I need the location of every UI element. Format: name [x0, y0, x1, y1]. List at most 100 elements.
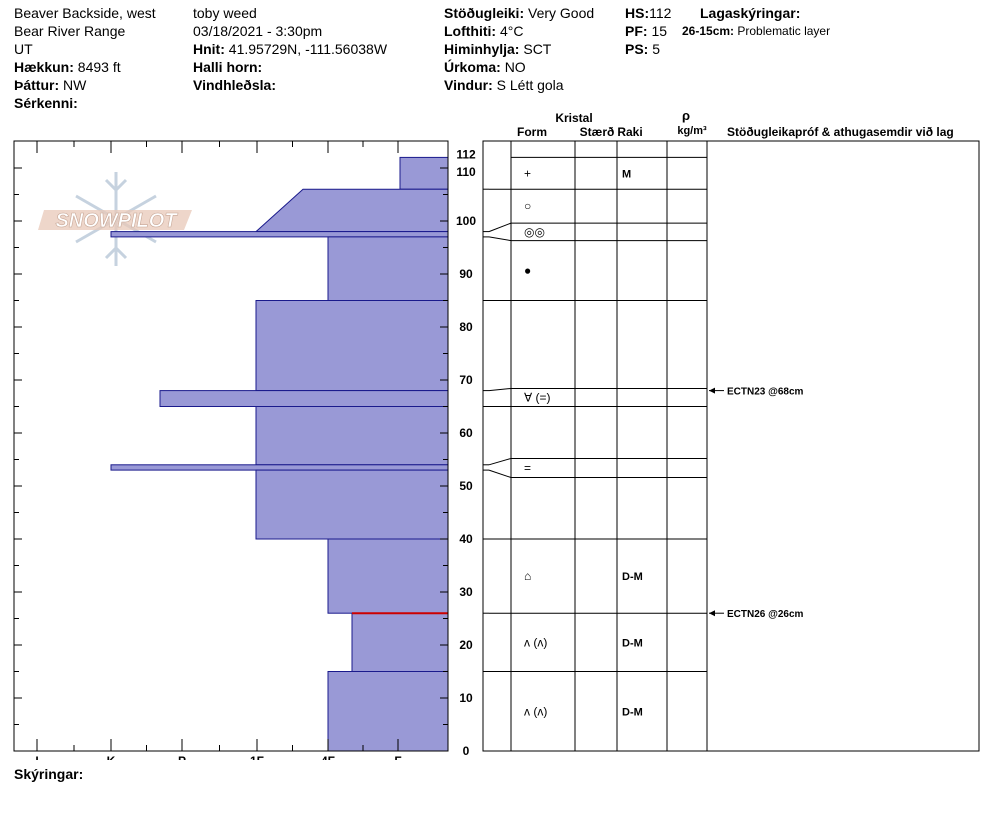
stability-row: Stöðugleiki: Very Good	[444, 4, 594, 22]
test-arrow-head	[709, 387, 715, 394]
hs-label: HS:	[625, 5, 650, 21]
hardness-layer	[327, 671, 449, 752]
range-name: Bear River Range	[14, 23, 126, 39]
hardness-plot-frame	[13, 140, 449, 752]
crystal-form-label: ʌ (ʌ)	[524, 704, 547, 718]
ps-label: PS:	[625, 41, 649, 57]
air-temp-label: Lofthiti:	[444, 23, 497, 39]
aspect-row: Þáttur: NW	[14, 76, 156, 94]
height-tick-label: 40	[459, 532, 473, 546]
crystal-form-label: ○	[524, 199, 531, 213]
stability-test-label: ECTN23 @68cm	[727, 387, 804, 398]
pf-label: PF:	[625, 23, 648, 39]
size-header: Stærð	[580, 125, 615, 139]
layer-notes-row: 26-15cm: Problematic layer	[682, 22, 830, 40]
moisture-label: D-M	[622, 571, 643, 583]
stability-label: Stöðugleiki:	[444, 5, 525, 21]
specifics-row: Sérkenni:	[14, 94, 156, 112]
sky-row: Himinhylja: SCT	[444, 40, 594, 58]
footer-label: Skýringar:	[14, 766, 84, 782]
hardness-tick-label: 1F	[250, 754, 264, 760]
height-tick-label: 30	[459, 585, 473, 599]
hardness-tick-label: 4F	[321, 754, 335, 760]
hardness-layer	[255, 300, 449, 392]
hardness-layer	[399, 156, 449, 190]
layer-notes-text: Problematic layer	[737, 24, 831, 38]
pf-row: PF: 15	[625, 22, 671, 40]
crystal-form-label: ⌂	[524, 569, 531, 583]
wind-loading-label: Vindhleðsla:	[193, 77, 276, 93]
test-arrow-head	[709, 610, 715, 617]
ps-value: 5	[652, 41, 661, 57]
stability-test-label: ECTN26 @26cm	[727, 609, 804, 620]
density-unit-header: kg/m³	[677, 125, 707, 137]
header-col3: Stöðugleiki: Very Good Lofthiti: 4°C Him…	[444, 4, 594, 94]
crystal-form-label: =	[524, 461, 531, 475]
height-tick-label: 110	[456, 165, 476, 179]
crystal-form-label: ◎◎	[524, 225, 545, 239]
height-tick-label: 60	[459, 426, 473, 440]
snowpilot-logo: SNOWPILOT	[38, 172, 192, 266]
hs-row: HS:112	[625, 4, 671, 22]
air-temp-value: 4°C	[499, 23, 524, 39]
ps-row: PS: 5	[625, 40, 671, 58]
height-tick-label: 90	[459, 267, 473, 281]
moisture-label: D-M	[622, 706, 643, 718]
elevation-row: Hækkun: 8493 ft	[14, 58, 156, 76]
observer-name: toby weed	[193, 5, 257, 21]
crystal-form-label: ●	[524, 264, 531, 278]
height-tick-label: 50	[459, 479, 473, 493]
wind-label: Vindur:	[444, 77, 493, 93]
hardness-tick-label: I	[35, 754, 38, 760]
pf-value: 15	[651, 23, 668, 39]
layer-notes-range: 26-15cm:	[682, 24, 735, 38]
coords-label: Hnit:	[193, 41, 225, 57]
row-connector	[488, 222, 512, 233]
specifics-label: Sérkenni:	[14, 95, 78, 111]
sky-label: Himinhylja:	[444, 41, 520, 57]
precip-value: NO	[504, 59, 526, 75]
precip-row: Úrkoma: NO	[444, 58, 594, 76]
aspect-value: NW	[63, 77, 87, 93]
table-frame	[482, 140, 980, 752]
crystal-form-label: +	[524, 166, 531, 180]
logo-banner	[38, 210, 192, 230]
layer-notes-label: Lagaskýringar:	[700, 4, 800, 22]
crystal-form-label: ʌ (ʌ)	[524, 635, 547, 649]
hardness-layer	[159, 390, 449, 408]
hardness-layer	[255, 469, 449, 540]
sky-value: SCT	[523, 41, 552, 57]
elevation-label: Hækkun:	[14, 59, 74, 75]
height-tick-label: 0	[463, 744, 470, 758]
height-tick-label: 70	[459, 373, 473, 387]
row-connector	[488, 236, 512, 242]
location-name: Beaver Backside, west	[14, 5, 156, 21]
tests-header: Stöðugleikapróf & athugasemdir við lag	[727, 125, 954, 139]
layer-notes-title: Lagaskýringar:	[700, 5, 801, 21]
stability-value: Very Good	[528, 5, 595, 21]
header-col5: Lagaskýringar:	[700, 4, 800, 22]
moisture-label: M	[622, 168, 631, 180]
hardness-tick-label: K	[107, 754, 116, 760]
hardness-layer	[110, 464, 449, 471]
snow-profile-chart: SNOWPILOT I K P 1F 4F F 0 10 20 30 40 50 60 70 80 90 100…	[13, 108, 980, 760]
logo-text: SNOWPILOT	[55, 210, 178, 232]
hardness-layer	[327, 538, 449, 614]
aspect-label: Þáttur:	[14, 77, 60, 93]
crystal-form-label: ∀ (=)	[524, 390, 551, 404]
axes: I K P 1F 4F F 0 10 20 30 40 50 60 70 80 90 100 110 112	[13, 140, 476, 760]
hardness-layer	[327, 236, 449, 301]
height-tick-label: 100	[456, 214, 476, 228]
crystal-table: Kristal Form Stærð Raki ρ kg/m³ Stöðugleikapró…	[482, 108, 980, 752]
height-tick-label: 112	[456, 147, 476, 161]
row-connector	[488, 457, 512, 466]
moisture-header: Raki	[617, 125, 642, 139]
header-col1: Beaver Backside, west Bear River Range U…	[14, 4, 156, 112]
hardness-layer	[254, 188, 449, 233]
slope-label: Halli horn:	[193, 59, 263, 75]
header-col2: toby weed 03/18/2021 - 3:30pm Hnit: 41.9…	[193, 4, 387, 94]
coords-row: Hnit: 41.95729N, -111.56038W	[193, 40, 387, 58]
wind-loading-row: Vindhleðsla:	[193, 76, 387, 94]
wind-value: S Létt gola	[496, 77, 564, 93]
datetime: 03/18/2021 - 3:30pm	[193, 23, 323, 39]
